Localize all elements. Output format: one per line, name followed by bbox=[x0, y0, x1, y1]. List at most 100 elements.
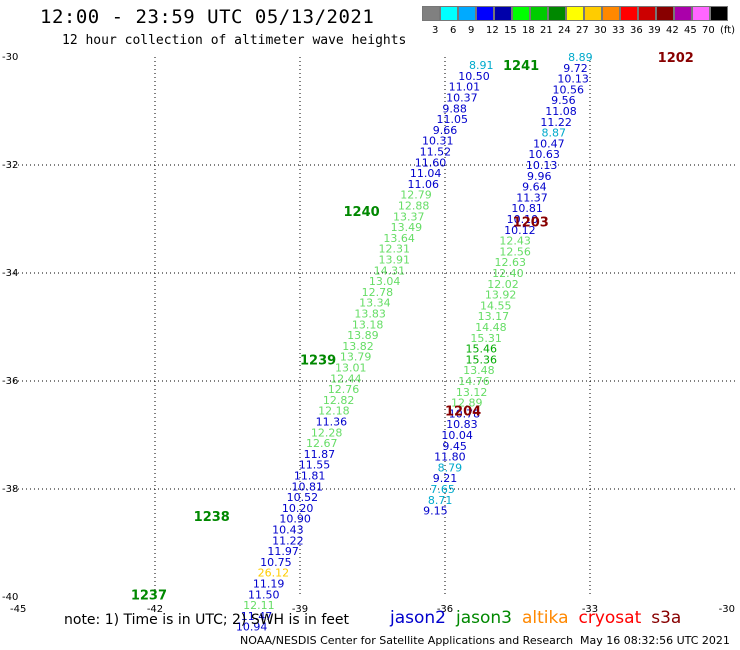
color-swatch bbox=[548, 6, 566, 21]
swh-data-label: 13.92 bbox=[485, 289, 517, 302]
swh-data-label: 13.91 bbox=[379, 254, 411, 267]
swh-data-label: 12.44 bbox=[330, 372, 362, 385]
color-swatch bbox=[638, 6, 656, 21]
x-tick-label: -39 bbox=[292, 604, 308, 615]
swh-data-label: 10.37 bbox=[446, 92, 478, 105]
swh-data-label: 9.45 bbox=[442, 440, 467, 453]
generation-timestamp: May 16 08:32:56 UTC 2021 bbox=[580, 634, 730, 647]
pass-number-label: 1238 bbox=[194, 510, 230, 525]
swh-data-label: 11.01 bbox=[449, 81, 481, 94]
y-tick-label: -30 bbox=[2, 52, 18, 63]
swh-data-label: 10.04 bbox=[441, 429, 473, 442]
swh-data-label: 9.21 bbox=[433, 472, 458, 485]
swh-data-label: 13.18 bbox=[352, 318, 384, 331]
swh-data-label: 11.36 bbox=[316, 416, 348, 429]
swh-data-label: 11.80 bbox=[434, 451, 466, 464]
swh-data-label: 14.48 bbox=[475, 321, 507, 334]
color-scale-label: (ft) bbox=[720, 25, 736, 36]
y-tick-label: -32 bbox=[2, 160, 18, 171]
swh-data-label: 12.11 bbox=[243, 599, 275, 612]
swh-data-label: 9.72 bbox=[563, 62, 588, 75]
swh-data-label: 15.46 bbox=[466, 343, 498, 356]
swh-data-label: 14.76 bbox=[458, 375, 490, 388]
pass-number-label: 1202 bbox=[658, 51, 694, 66]
swh-data-label: 10.13 bbox=[526, 159, 558, 172]
swh-data-label: 15.31 bbox=[470, 332, 502, 345]
swh-data-label: 12.40 bbox=[492, 267, 524, 280]
color-scale-label: 6 bbox=[450, 25, 457, 36]
swh-data-label: 11.50 bbox=[248, 588, 280, 601]
swh-data-label: 9.88 bbox=[442, 102, 467, 115]
color-scale-label: 21 bbox=[540, 25, 553, 36]
color-swatch bbox=[710, 6, 728, 21]
swh-data-label: 8.79 bbox=[438, 461, 463, 474]
swh-data-label: 12.28 bbox=[311, 426, 343, 439]
swh-data-label: 10.20 bbox=[282, 502, 314, 515]
legend-entry: jason3 bbox=[456, 608, 512, 628]
legend-entry: jason2 bbox=[390, 608, 446, 628]
swh-data-label: 11.22 bbox=[540, 116, 572, 129]
swh-data-label: 11.60 bbox=[415, 156, 447, 169]
swh-track-points: 8.9110.5011.0110.379.8811.059.6610.3111.… bbox=[236, 51, 593, 634]
credit-line: NOAA/NESDIS Center for Satellite Applica… bbox=[240, 634, 574, 647]
page-title: 12:00 - 23:59 UTC 05/13/2021 bbox=[40, 6, 375, 28]
swh-data-label: 14.55 bbox=[480, 299, 512, 312]
swh-data-label: 10.56 bbox=[553, 83, 585, 96]
swh-data-label: 12.56 bbox=[499, 245, 531, 258]
swh-data-label: 10.75 bbox=[260, 556, 292, 569]
swh-data-label: 7.65 bbox=[430, 483, 455, 496]
color-swatch bbox=[656, 6, 674, 21]
swh-data-label: 10.83 bbox=[446, 418, 478, 431]
swh-data-label: 11.08 bbox=[545, 105, 577, 118]
y-tick-label: -36 bbox=[2, 376, 18, 387]
color-scale-label: 70 bbox=[702, 25, 715, 36]
swh-data-label: 12.89 bbox=[451, 397, 483, 410]
units-note: note: 1) Time is in UTC; 2) SWH is in fe… bbox=[64, 612, 350, 628]
color-swatch bbox=[584, 6, 602, 21]
swh-data-label: 26.12 bbox=[258, 567, 290, 580]
swh-data-label: 13.37 bbox=[393, 210, 425, 223]
x-tick-label: -36 bbox=[437, 604, 453, 615]
swh-data-label: 10.81 bbox=[511, 202, 543, 215]
swh-data-label: 10.50 bbox=[458, 70, 490, 83]
color-scale-label: 12 bbox=[486, 25, 499, 36]
swh-data-label: 10.90 bbox=[279, 513, 311, 526]
color-swatch bbox=[458, 6, 476, 21]
swh-data-label: 12.88 bbox=[398, 200, 430, 213]
pass-number-label: 1240 bbox=[344, 205, 380, 220]
pass-number-label: 1239 bbox=[300, 353, 336, 368]
swh-data-label: 11.55 bbox=[299, 459, 331, 472]
swh-data-label: 12.02 bbox=[487, 278, 519, 291]
swh-data-label: 11.87 bbox=[304, 448, 336, 461]
swh-data-label: 11.81 bbox=[294, 470, 326, 483]
swh-data-label: 12.79 bbox=[400, 189, 432, 202]
swh-data-label: 9.64 bbox=[522, 181, 547, 194]
color-swatch bbox=[422, 6, 440, 21]
swh-data-label: 10.43 bbox=[272, 524, 304, 537]
swh-data-label: 11.06 bbox=[408, 178, 440, 191]
swh-data-label: 12.18 bbox=[318, 405, 350, 418]
swh-data-label: 9.56 bbox=[551, 94, 576, 107]
swh-data-label: 12.76 bbox=[328, 383, 360, 396]
swh-data-label: 10.78 bbox=[449, 407, 481, 420]
swh-data-label: 13.83 bbox=[354, 308, 386, 321]
swh-data-label: 10.94 bbox=[236, 621, 268, 634]
pass-number-label: 1204 bbox=[445, 405, 481, 420]
color-swatch bbox=[476, 6, 494, 21]
swh-data-label: 8.89 bbox=[568, 51, 593, 64]
swh-data-label: 10.12 bbox=[504, 224, 536, 237]
swh-data-label: 13.01 bbox=[335, 362, 367, 375]
axis-tick-labels: -45 -42 -39 -36 -33 -30 -30 -32 -34 -36 -38 -40 bbox=[2, 52, 735, 615]
pass-number-label: 1237 bbox=[131, 588, 167, 603]
swh-data-label: 9.96 bbox=[527, 170, 552, 183]
swh-data-label: 13.34 bbox=[359, 297, 391, 310]
color-swatch bbox=[512, 6, 530, 21]
swh-data-label: 9.66 bbox=[433, 124, 458, 137]
swh-data-label: 10.47 bbox=[533, 137, 565, 150]
color-swatch bbox=[674, 6, 692, 21]
swh-data-label: 11.52 bbox=[420, 146, 452, 159]
swh-data-label: 11.37 bbox=[516, 191, 548, 204]
legend-entry: altika bbox=[522, 608, 569, 628]
y-tick-label: -40 bbox=[2, 592, 18, 603]
